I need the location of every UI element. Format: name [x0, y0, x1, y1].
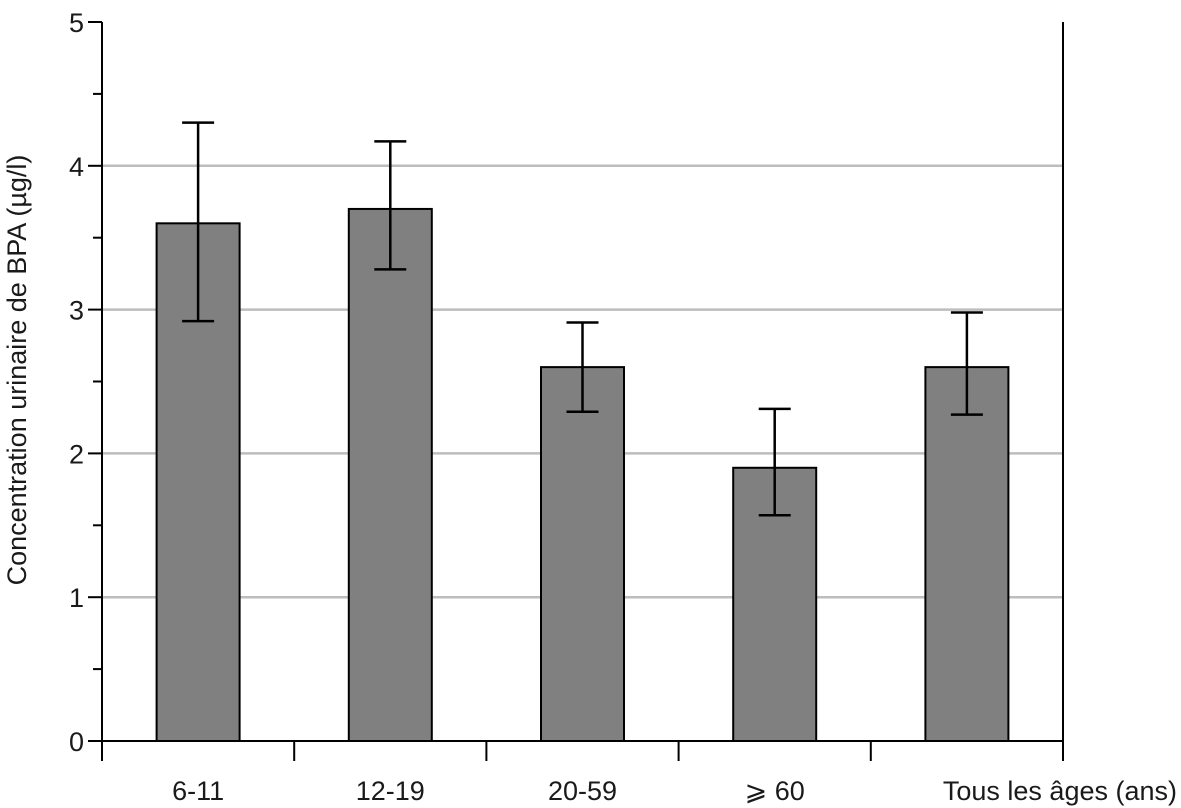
x-tick-label-4: Tous les âges (ans) — [943, 776, 1177, 806]
bar-2 — [540, 366, 625, 742]
axes — [88, 21, 1064, 761]
x-tick-label-1: 12-19 — [356, 776, 425, 806]
error-bar-4 — [950, 311, 983, 416]
bar-4 — [924, 366, 1010, 742]
x-tick-label-3: ⩾ 60 — [745, 776, 805, 806]
x-tick-label-2: 20-59 — [548, 776, 617, 806]
error-bar-1 — [374, 140, 407, 271]
bar-1 — [347, 207, 433, 742]
error-bar-0 — [182, 121, 215, 323]
y-axis-title: Concentration urinaire de BPA (µg/l) — [2, 155, 32, 586]
y-tick-label-0: 0 — [69, 727, 84, 757]
y-tick-label-1: 1 — [69, 583, 84, 613]
y-tick-label-2: 2 — [69, 439, 84, 469]
y-tick-label-3: 3 — [69, 296, 84, 326]
error-bar-3 — [758, 407, 791, 517]
bars — [155, 207, 1010, 742]
error-bar-2 — [566, 321, 599, 413]
y-tick-label-4: 4 — [69, 152, 84, 182]
y-tick-label-5: 5 — [69, 8, 84, 38]
axis-labels: 0 1 2 3 4 5 6-11 12-19 20-59 ⩾ 60 Tous les âges (a… — [69, 8, 1177, 806]
error-bars — [182, 121, 983, 517]
x-tick-label-0: 6-11 — [172, 776, 224, 806]
